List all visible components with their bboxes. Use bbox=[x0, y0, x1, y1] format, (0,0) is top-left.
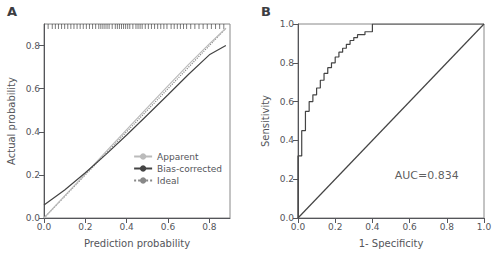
svg-text:0.8: 0.8 bbox=[26, 41, 41, 51]
svg-text:Prediction probability: Prediction probability bbox=[84, 238, 190, 249]
svg-text:A: A bbox=[7, 4, 17, 19]
svg-text:0.4: 0.4 bbox=[120, 222, 135, 232]
svg-text:AUC=0.834: AUC=0.834 bbox=[395, 169, 459, 182]
svg-text:0.0: 0.0 bbox=[25, 213, 40, 223]
svg-text:Actual probability: Actual probability bbox=[6, 77, 17, 165]
svg-text:1- Specificity: 1- Specificity bbox=[359, 238, 424, 249]
svg-text:0.0: 0.0 bbox=[279, 213, 294, 223]
svg-text:0.8: 0.8 bbox=[440, 222, 455, 232]
svg-text:0.4: 0.4 bbox=[26, 127, 41, 137]
svg-text:Sensitivity: Sensitivity bbox=[260, 95, 271, 147]
svg-text:1.0: 1.0 bbox=[477, 222, 492, 232]
svg-text:0.6: 0.6 bbox=[26, 84, 41, 94]
svg-text:Apparent: Apparent bbox=[157, 152, 199, 162]
svg-text:0.2: 0.2 bbox=[328, 222, 342, 232]
svg-text:0.2: 0.2 bbox=[280, 174, 294, 184]
svg-text:Ideal: Ideal bbox=[157, 176, 179, 186]
svg-text:0.8: 0.8 bbox=[202, 222, 217, 232]
svg-text:0.2: 0.2 bbox=[78, 222, 92, 232]
svg-text:1.0: 1.0 bbox=[280, 19, 295, 29]
svg-text:Bias-corrected: Bias-corrected bbox=[157, 164, 222, 174]
svg-text:0.6: 0.6 bbox=[161, 222, 176, 232]
svg-text:B: B bbox=[261, 4, 271, 19]
svg-text:0.0: 0.0 bbox=[291, 222, 306, 232]
svg-text:0.0: 0.0 bbox=[37, 222, 52, 232]
svg-text:0.2: 0.2 bbox=[26, 170, 40, 180]
svg-text:0.6: 0.6 bbox=[280, 97, 295, 107]
svg-text:0.8: 0.8 bbox=[280, 58, 295, 68]
svg-text:0.6: 0.6 bbox=[402, 222, 417, 232]
svg-text:0.4: 0.4 bbox=[280, 135, 295, 145]
svg-text:0.4: 0.4 bbox=[365, 222, 380, 232]
